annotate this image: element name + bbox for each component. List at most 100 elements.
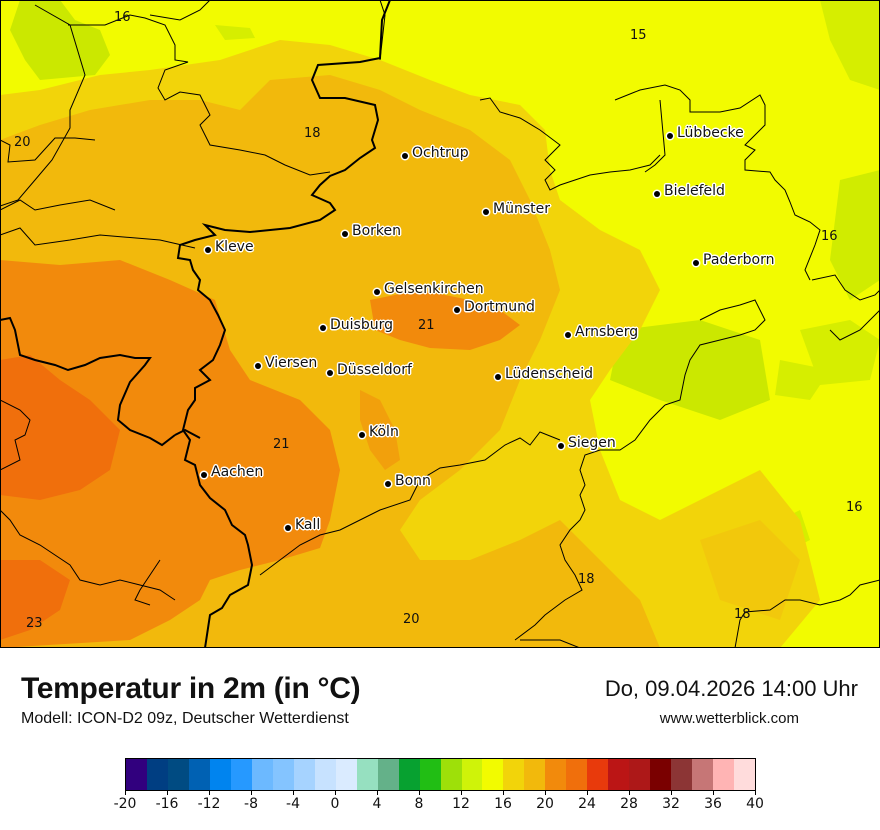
- city-label: Ochtrup: [412, 145, 469, 161]
- colorbar-segment: [524, 759, 546, 790]
- colorbar-segment: [587, 759, 609, 790]
- colorbar-segment: [126, 759, 147, 790]
- city-label: Lüdenscheid: [505, 366, 594, 382]
- temperature-value-label: 16: [846, 500, 863, 515]
- colorbar-tick-label: -8: [244, 796, 258, 812]
- city-label: Siegen: [568, 435, 616, 451]
- colorbar-tick: [167, 790, 168, 795]
- city-label: Aachen: [211, 464, 264, 480]
- colorbar-segment: [398, 759, 420, 790]
- colorbar-segment: [566, 759, 588, 790]
- colorbar-segment: [671, 759, 693, 790]
- colorbar-tick-label: -4: [286, 796, 300, 812]
- colorbar-segment: [314, 759, 336, 790]
- colorbar-tick-label: -12: [197, 796, 221, 812]
- colorbar-segment: [167, 759, 189, 790]
- colorbar-segment: [209, 759, 231, 790]
- city-label: Lübbecke: [677, 125, 744, 141]
- colorbar-segment: [272, 759, 294, 790]
- colorbar-tick: [335, 790, 336, 795]
- colorbar-tick-label: 24: [578, 796, 596, 812]
- colorbar-tick: [251, 790, 252, 795]
- city-dot-icon: [342, 231, 348, 237]
- colorbar-segment: [188, 759, 210, 790]
- website-link[interactable]: www.wetterblick.com: [659, 710, 799, 727]
- colorbar-segment: [692, 759, 714, 790]
- city-label: Viersen: [265, 355, 318, 371]
- legend-footer: Temperatur in 2m (in °C) Modell: ICON-D2…: [0, 648, 880, 830]
- colorbar-tick: [545, 790, 546, 795]
- city-label: Münster: [493, 201, 550, 217]
- colorbar-tick: [503, 790, 504, 795]
- temperature-map[interactable]: 16 15 20 18 16 16 21 21 16 18 18 20 23 Ochtrup Lübbec…: [0, 0, 880, 648]
- city-dot-icon: [693, 260, 699, 266]
- temperature-field: [0, 0, 880, 648]
- colorbar-tick: [377, 790, 378, 795]
- city-label: Bielefeld: [664, 183, 725, 199]
- city-dot-icon: [320, 325, 326, 331]
- colorbar-segment: [608, 759, 630, 790]
- temperature-value-label: 20: [403, 612, 420, 627]
- colorbar-segment: [230, 759, 252, 790]
- city-dot-icon: [385, 481, 391, 487]
- city-dot-icon: [483, 209, 489, 215]
- colorbar-tick: [419, 790, 420, 795]
- city-label: Dortmund: [464, 299, 535, 315]
- temperature-value-label: 23: [26, 616, 43, 631]
- colorbar-tick-label: 36: [704, 796, 722, 812]
- city-dot-icon: [285, 525, 291, 531]
- city-label: Kall: [295, 517, 321, 533]
- colorbar-tick-label: 0: [330, 796, 340, 812]
- city-label: Arnsberg: [575, 324, 639, 340]
- colorbar-segment: [482, 759, 504, 790]
- city-label: Bonn: [395, 473, 431, 489]
- colorbar-segment: [356, 759, 378, 790]
- map-title: Temperatur in 2m (in °C): [21, 672, 361, 705]
- colorbar-tick: [461, 790, 462, 795]
- city-dot-icon: [359, 432, 365, 438]
- colorbar-tick: [209, 790, 210, 795]
- temperature-value-label: 21: [418, 318, 435, 333]
- city-dot-icon: [402, 153, 408, 159]
- colorbar-segment: [545, 759, 567, 790]
- colorbar-segment: [377, 759, 399, 790]
- colorbar-segment: [461, 759, 483, 790]
- temperature-value-label: 16: [693, 184, 710, 199]
- colorbar-segment: [734, 759, 756, 790]
- city-dot-icon: [205, 247, 211, 253]
- colorbar-tick-label: -20: [113, 796, 137, 812]
- city-label: Borken: [352, 223, 402, 239]
- city-dot-icon: [327, 370, 333, 376]
- city-label: Duisburg: [330, 317, 393, 333]
- colorbar-tick: [629, 790, 630, 795]
- colorbar-tick-label: 40: [746, 796, 764, 812]
- colorbar-segment: [503, 759, 525, 790]
- temperature-value-label: 18: [304, 126, 321, 141]
- colorbar-tick: [713, 790, 714, 795]
- colorbar-tick: [671, 790, 672, 795]
- city-dot-icon: [255, 363, 261, 369]
- temperature-value-label: 16: [114, 10, 131, 25]
- city-dot-icon: [565, 332, 571, 338]
- city-label: Köln: [369, 424, 399, 440]
- city-label: Kleve: [215, 239, 254, 255]
- colorbar-tick: [587, 790, 588, 795]
- colorbar-segment: [146, 759, 168, 790]
- temperature-value-label: 15: [630, 28, 647, 43]
- city-dot-icon: [654, 191, 660, 197]
- colorbar-segment: [293, 759, 315, 790]
- city-dot-icon: [454, 307, 460, 313]
- colorbar-segment: [335, 759, 357, 790]
- colorbar-ticks: -20 -16 -12 -8 -4 0 4 8 12 16 20 24 28 32 36 40: [114, 790, 764, 820]
- colorbar-tick-label: 8: [414, 796, 424, 812]
- city-dot-icon: [558, 443, 564, 449]
- city-dot-icon: [495, 374, 501, 380]
- temperature-value-label: 21: [273, 437, 290, 452]
- colorbar-tick-label: 20: [536, 796, 554, 812]
- temperature-value-label: 18: [578, 572, 595, 587]
- temperature-value-label: 16: [821, 229, 838, 244]
- colorbar-tick-label: -16: [155, 796, 179, 812]
- colorbar-segment: [440, 759, 462, 790]
- colorbar-tick: [755, 790, 756, 795]
- colorbar-segment: [251, 759, 273, 790]
